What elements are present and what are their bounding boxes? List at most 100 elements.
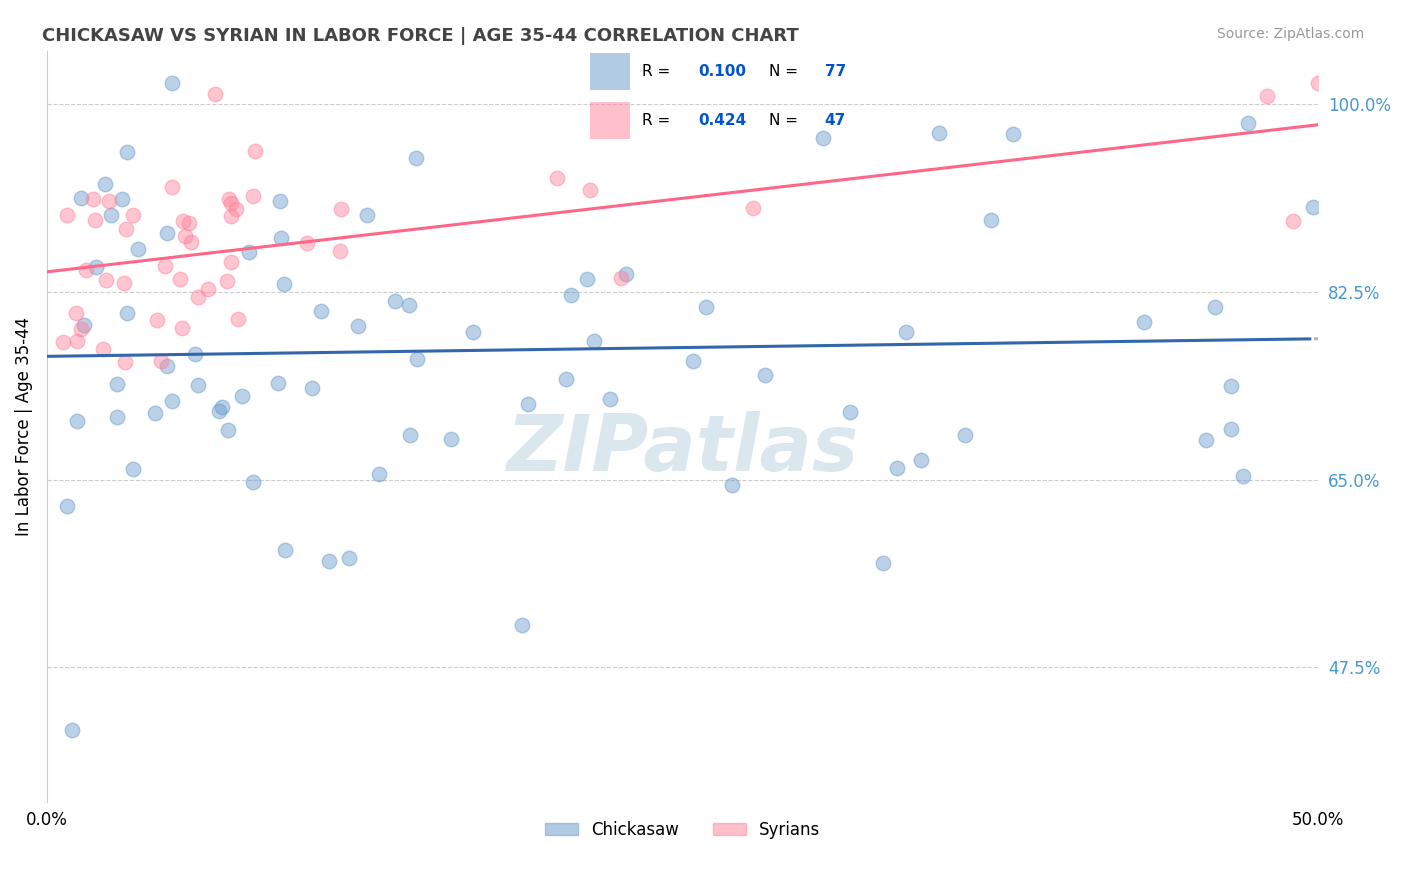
Point bbox=[742, 201, 765, 215]
Point bbox=[238, 244, 260, 259]
Text: 47: 47 bbox=[825, 113, 846, 128]
Point bbox=[221, 255, 243, 269]
Point bbox=[1001, 127, 1024, 141]
Point bbox=[682, 354, 704, 368]
Point bbox=[65, 306, 87, 320]
Point bbox=[599, 392, 621, 407]
Point bbox=[329, 244, 352, 259]
Point bbox=[295, 235, 318, 250]
Point bbox=[66, 414, 89, 428]
Text: ZIPatlas: ZIPatlas bbox=[506, 410, 859, 487]
Point bbox=[187, 290, 209, 304]
Point bbox=[115, 221, 138, 235]
Point bbox=[122, 208, 145, 222]
Point bbox=[695, 301, 717, 315]
Point bbox=[115, 145, 138, 159]
Text: R =: R = bbox=[643, 63, 675, 78]
Point bbox=[204, 87, 226, 101]
Point bbox=[225, 202, 247, 216]
Point bbox=[560, 288, 582, 302]
Point bbox=[517, 397, 540, 411]
Point bbox=[60, 723, 83, 737]
Point bbox=[180, 235, 202, 250]
Point bbox=[463, 325, 485, 339]
Point bbox=[811, 131, 834, 145]
Point bbox=[146, 313, 169, 327]
Point bbox=[886, 460, 908, 475]
Point bbox=[1220, 421, 1243, 435]
Point bbox=[105, 377, 128, 392]
Point bbox=[143, 406, 166, 420]
Point bbox=[169, 272, 191, 286]
Point bbox=[329, 202, 352, 217]
Point bbox=[928, 127, 950, 141]
Point bbox=[872, 556, 894, 570]
Point bbox=[955, 428, 977, 442]
Point bbox=[231, 388, 253, 402]
Point bbox=[149, 354, 172, 368]
Point bbox=[1133, 315, 1156, 329]
Point bbox=[183, 347, 205, 361]
Text: 0.424: 0.424 bbox=[697, 113, 747, 128]
Point bbox=[1237, 116, 1260, 130]
Point bbox=[84, 260, 107, 275]
FancyBboxPatch shape bbox=[589, 102, 630, 139]
Point bbox=[242, 189, 264, 203]
Point bbox=[211, 400, 233, 414]
Text: CHICKASAW VS SYRIAN IN LABOR FORCE | AGE 35-44 CORRELATION CHART: CHICKASAW VS SYRIAN IN LABOR FORCE | AGE… bbox=[42, 27, 799, 45]
Point bbox=[156, 226, 179, 240]
Point bbox=[215, 274, 238, 288]
Text: N =: N = bbox=[769, 113, 803, 128]
Point bbox=[301, 381, 323, 395]
Text: R =: R = bbox=[643, 113, 675, 128]
Point bbox=[197, 282, 219, 296]
Point bbox=[105, 409, 128, 424]
Point bbox=[614, 267, 637, 281]
Point bbox=[160, 393, 183, 408]
Point bbox=[218, 192, 240, 206]
Point bbox=[187, 378, 209, 392]
Point bbox=[174, 228, 197, 243]
Point bbox=[94, 272, 117, 286]
Point bbox=[66, 334, 89, 348]
Point bbox=[160, 76, 183, 90]
Point bbox=[56, 499, 79, 513]
Point bbox=[208, 404, 231, 418]
Point bbox=[838, 404, 860, 418]
Y-axis label: In Labor Force | Age 35-44: In Labor Force | Age 35-44 bbox=[15, 317, 32, 536]
Point bbox=[115, 305, 138, 319]
Point bbox=[399, 428, 422, 442]
Point bbox=[267, 376, 290, 390]
Point bbox=[82, 192, 104, 206]
Legend: Chickasaw, Syrians: Chickasaw, Syrians bbox=[538, 814, 827, 846]
Point bbox=[156, 359, 179, 374]
Point bbox=[219, 196, 242, 211]
Point bbox=[555, 371, 578, 385]
Point bbox=[575, 272, 598, 286]
Point bbox=[93, 177, 115, 191]
Point bbox=[510, 618, 533, 632]
Point bbox=[91, 342, 114, 356]
Point bbox=[84, 213, 107, 227]
Point bbox=[1232, 469, 1254, 483]
Point bbox=[406, 351, 429, 366]
Point bbox=[546, 170, 568, 185]
Point bbox=[70, 321, 93, 335]
Point bbox=[270, 230, 292, 244]
Point bbox=[1256, 88, 1278, 103]
Point bbox=[274, 543, 297, 558]
Point bbox=[1282, 214, 1305, 228]
Point bbox=[910, 453, 932, 467]
Point bbox=[52, 334, 75, 349]
Point bbox=[405, 151, 427, 165]
Point bbox=[97, 194, 120, 208]
Point bbox=[273, 277, 295, 291]
Point bbox=[269, 194, 291, 208]
Point bbox=[1195, 434, 1218, 448]
Point bbox=[172, 214, 194, 228]
Point bbox=[578, 183, 600, 197]
Point bbox=[980, 213, 1002, 227]
Point bbox=[111, 192, 134, 206]
Point bbox=[368, 467, 391, 482]
Text: Source: ZipAtlas.com: Source: ZipAtlas.com bbox=[1216, 27, 1364, 41]
